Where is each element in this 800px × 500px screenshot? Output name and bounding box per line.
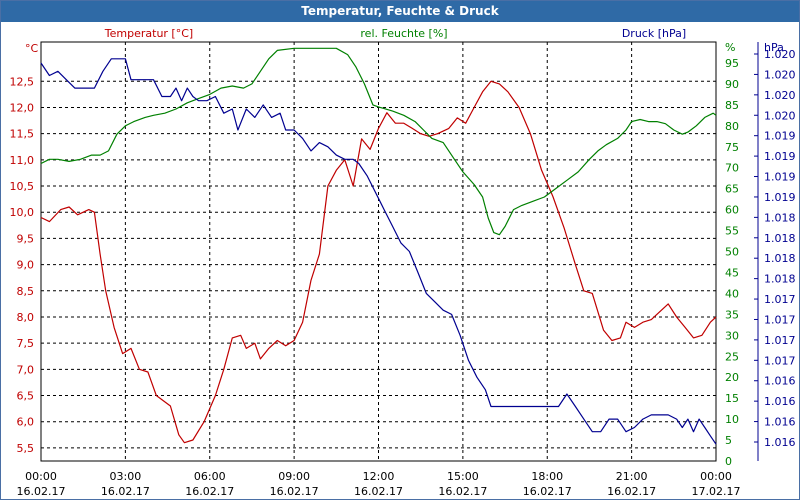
temperature-tick-label: 12,5 [10, 75, 35, 88]
humidity-tick-label: 90 [725, 78, 739, 91]
temperature-tick-label: 9,5 [17, 232, 35, 245]
temperature-tick-label: 8,0 [17, 311, 35, 324]
humidity-unit-label: % [725, 41, 735, 54]
temperature-tick-label: 8,5 [17, 285, 35, 298]
x-tick-time-label: 15:00 [447, 470, 479, 483]
pressure-series-line [40, 58, 717, 445]
humidity-tick-label: 50 [725, 246, 739, 259]
humidity-tick-label: 10 [725, 413, 739, 426]
x-tick-date-label: 16.02.17 [523, 485, 572, 498]
pressure-tick-label: 1.020 [764, 68, 796, 81]
pressure-tick-label: 1.016 [764, 375, 796, 388]
temperature-tick-label: 5,5 [17, 442, 35, 455]
humidity-tick-label: 75 [725, 141, 739, 154]
pressure-tick-label: 1.020 [764, 48, 796, 61]
pressure-tick-label: 1.018 [764, 232, 796, 245]
pressure-tick-label: 1.018 [764, 252, 796, 265]
pressure-tick-label: 1.017 [764, 354, 796, 367]
humidity-tick-label: 60 [725, 204, 739, 217]
x-tick-date-label: 16.02.17 [607, 485, 656, 498]
pressure-tick-label: 1.016 [764, 416, 796, 429]
humidity-tick-label: 45 [725, 266, 739, 279]
x-tick-date-label: 16.02.17 [354, 485, 403, 498]
pressure-unit-label: hPa [764, 41, 784, 54]
temperature-tick-label: 11,5 [10, 128, 35, 141]
humidity-tick-label: 40 [725, 287, 739, 300]
x-tick-time-label: 12:00 [363, 470, 395, 483]
pressure-tick-label: 1.019 [764, 191, 796, 204]
pressure-tick-label: 1.018 [764, 273, 796, 286]
temperature-tick-label: 7,5 [17, 337, 35, 350]
pressure-tick-label: 1.019 [764, 171, 796, 184]
humidity-legend-label: rel. Feuchte [%] [360, 27, 447, 40]
humidity-tick-label: 20 [725, 371, 739, 384]
temperature-tick-label: 10,5 [10, 180, 35, 193]
chart-title: Temperatur, Feuchte & Druck [1, 1, 799, 22]
humidity-tick-label: 55 [725, 225, 739, 238]
humidity-tick-label: 30 [725, 329, 739, 342]
humidity-tick-label: 70 [725, 162, 739, 175]
humidity-series-line [40, 47, 717, 236]
x-tick-time-label: 00:00 [25, 470, 57, 483]
pressure-tick-label: 1.017 [764, 313, 796, 326]
temperature-tick-label: 12,0 [10, 101, 35, 114]
pressure-tick-label: 1.020 [764, 89, 796, 102]
pressure-tick-label: 1.017 [764, 334, 796, 347]
temperature-legend-label: Temperatur [°C] [104, 27, 193, 40]
temperature-tick-label: 6,5 [17, 390, 35, 403]
humidity-tick-label: 0 [725, 455, 732, 468]
temperature-tick-label: 6,0 [17, 416, 35, 429]
x-tick-time-label: 00:00 [700, 470, 732, 483]
pressure-tick-label: 1.017 [764, 293, 796, 306]
humidity-tick-label: 25 [725, 350, 739, 363]
x-tick-time-label: 18:00 [531, 470, 563, 483]
x-tick-time-label: 09:00 [278, 470, 310, 483]
temperature-tick-label: 9,0 [17, 259, 35, 272]
pressure-tick-label: 1.016 [764, 436, 796, 449]
x-tick-date-label: 16.02.17 [438, 485, 487, 498]
x-tick-date-label: 16.02.17 [17, 485, 66, 498]
pressure-tick-label: 1.019 [764, 150, 796, 163]
x-tick-time-label: 03:00 [110, 470, 142, 483]
x-tick-date-label: 17.02.17 [692, 485, 741, 498]
pressure-legend-label: Druck [hPa] [622, 27, 686, 40]
temperature-tick-label: 10,0 [10, 206, 35, 219]
pressure-tick-label: 1.019 [764, 130, 796, 143]
humidity-tick-label: 35 [725, 308, 739, 321]
temperature-tick-label: 7,0 [17, 363, 35, 376]
humidity-tick-label: 15 [725, 392, 739, 405]
x-tick-time-label: 21:00 [616, 470, 648, 483]
humidity-tick-label: 5 [725, 434, 732, 447]
humidity-tick-label: 80 [725, 120, 739, 133]
temperature-series-line [40, 80, 717, 444]
humidity-tick-label: 95 [725, 57, 739, 70]
humidity-tick-label: 65 [725, 183, 739, 196]
pressure-tick-label: 1.018 [764, 211, 796, 224]
temperature-tick-label: 11,0 [10, 154, 35, 167]
x-tick-time-label: 06:00 [194, 470, 226, 483]
pressure-tick-label: 1.016 [764, 395, 796, 408]
pressure-tick-label: 1.020 [764, 109, 796, 122]
x-tick-date-label: 16.02.17 [270, 485, 319, 498]
x-tick-date-label: 16.02.17 [101, 485, 150, 498]
temperature-unit-label: °C [25, 42, 39, 55]
x-tick-date-label: 16.02.17 [185, 485, 234, 498]
humidity-tick-label: 85 [725, 99, 739, 112]
